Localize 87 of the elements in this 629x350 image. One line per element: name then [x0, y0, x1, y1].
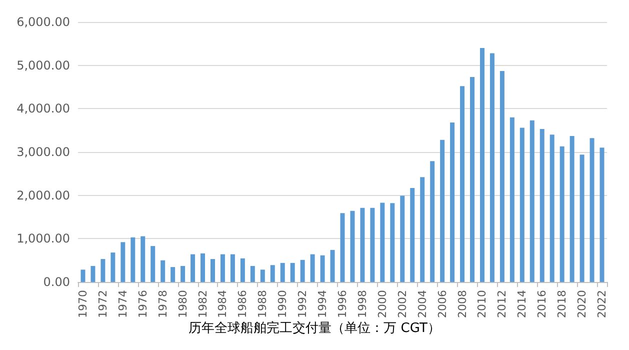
bar — [190, 254, 196, 282]
bar — [240, 258, 245, 282]
bar — [420, 177, 425, 282]
bar — [370, 208, 375, 282]
x-tick-label: 1980 — [176, 290, 190, 318]
x-tick-label: 1992 — [296, 290, 310, 318]
bar — [590, 138, 594, 282]
x-tick-label: 2000 — [376, 290, 389, 318]
text: 历年全球船舶完工交付量（单位：万 CGT） — [188, 320, 440, 336]
bar — [560, 146, 564, 282]
bar — [470, 77, 474, 282]
bar — [80, 270, 86, 282]
bar — [250, 266, 255, 282]
x-tick-label: 1982 — [196, 290, 210, 318]
y-tick-label: 4,000.00 — [16, 102, 70, 116]
x-tick-label: 1974 — [116, 290, 130, 318]
bar — [160, 260, 166, 282]
bar — [270, 265, 275, 282]
bar — [100, 259, 106, 282]
x-tick-label: 2016 — [536, 290, 549, 318]
x-tick-label: 1990 — [276, 290, 290, 318]
bar — [220, 254, 225, 282]
x-tick-label: 1976 — [136, 290, 150, 318]
bar — [290, 262, 295, 282]
bar — [550, 134, 554, 282]
bar — [140, 236, 146, 282]
x-tick-label: 2020 — [576, 290, 589, 318]
y-tick-label: 6,000.00 — [16, 15, 70, 29]
x-tick-label: 1984 — [216, 290, 230, 318]
x-tick-label: 2018 — [556, 290, 569, 318]
x-tick-label: 1998 — [356, 290, 369, 318]
y-tick-label: 2,000.00 — [16, 188, 70, 202]
bar — [580, 154, 584, 282]
x-tick-label: 2010 — [476, 290, 489, 318]
bar — [450, 122, 455, 282]
bar — [530, 120, 534, 282]
bar — [130, 237, 136, 282]
bar — [360, 208, 365, 282]
bar — [200, 253, 206, 282]
bar — [490, 53, 494, 282]
bar — [280, 262, 285, 282]
bar — [120, 242, 126, 282]
bar — [380, 202, 385, 282]
x-tick-label: 2006 — [436, 290, 449, 318]
bar — [330, 250, 335, 282]
bar — [540, 129, 544, 282]
x-tick-label: 2002 — [396, 290, 409, 318]
x-tick-label: 1994 — [316, 290, 330, 318]
bar — [400, 196, 405, 282]
bar — [460, 86, 465, 282]
x-tick-label: 1978 — [156, 290, 170, 318]
x-tick-label: 2012 — [496, 290, 509, 318]
bar — [600, 148, 604, 282]
bar — [350, 210, 355, 282]
bar — [210, 259, 215, 282]
x-tick-label: 2014 — [516, 290, 529, 318]
x-tick-label: 1986 — [236, 290, 250, 318]
x-tick-label: 2008 — [456, 290, 469, 318]
x-tick-label: 1972 — [96, 290, 110, 318]
y-tick-label: 3,000.00 — [16, 145, 70, 159]
bar — [110, 252, 116, 282]
bar — [310, 254, 315, 282]
x-tick-label: 1988 — [256, 290, 270, 318]
bar — [150, 246, 156, 282]
bar — [390, 203, 395, 282]
bar — [430, 161, 435, 282]
x-tick-label: 1970 — [76, 290, 90, 318]
bar — [320, 255, 325, 282]
bar — [410, 188, 415, 282]
bar — [440, 140, 445, 282]
y-tick-label: 0.00 — [43, 275, 70, 289]
bar — [230, 254, 235, 282]
bar — [180, 266, 186, 282]
x-tick-label: 2022 — [596, 290, 609, 318]
x-tick-label: 2004 — [416, 290, 429, 318]
bar — [520, 128, 524, 282]
bar — [480, 48, 484, 282]
x-tick-label: 1996 — [336, 290, 349, 318]
bar — [170, 267, 176, 282]
bar — [500, 70, 504, 282]
bar — [510, 117, 514, 282]
bar — [90, 266, 96, 282]
bar — [300, 260, 305, 282]
y-tick-label: 5,000.00 — [16, 58, 70, 72]
bar — [570, 136, 574, 282]
bar — [260, 270, 265, 282]
y-tick-label: 1,000.00 — [16, 232, 70, 246]
